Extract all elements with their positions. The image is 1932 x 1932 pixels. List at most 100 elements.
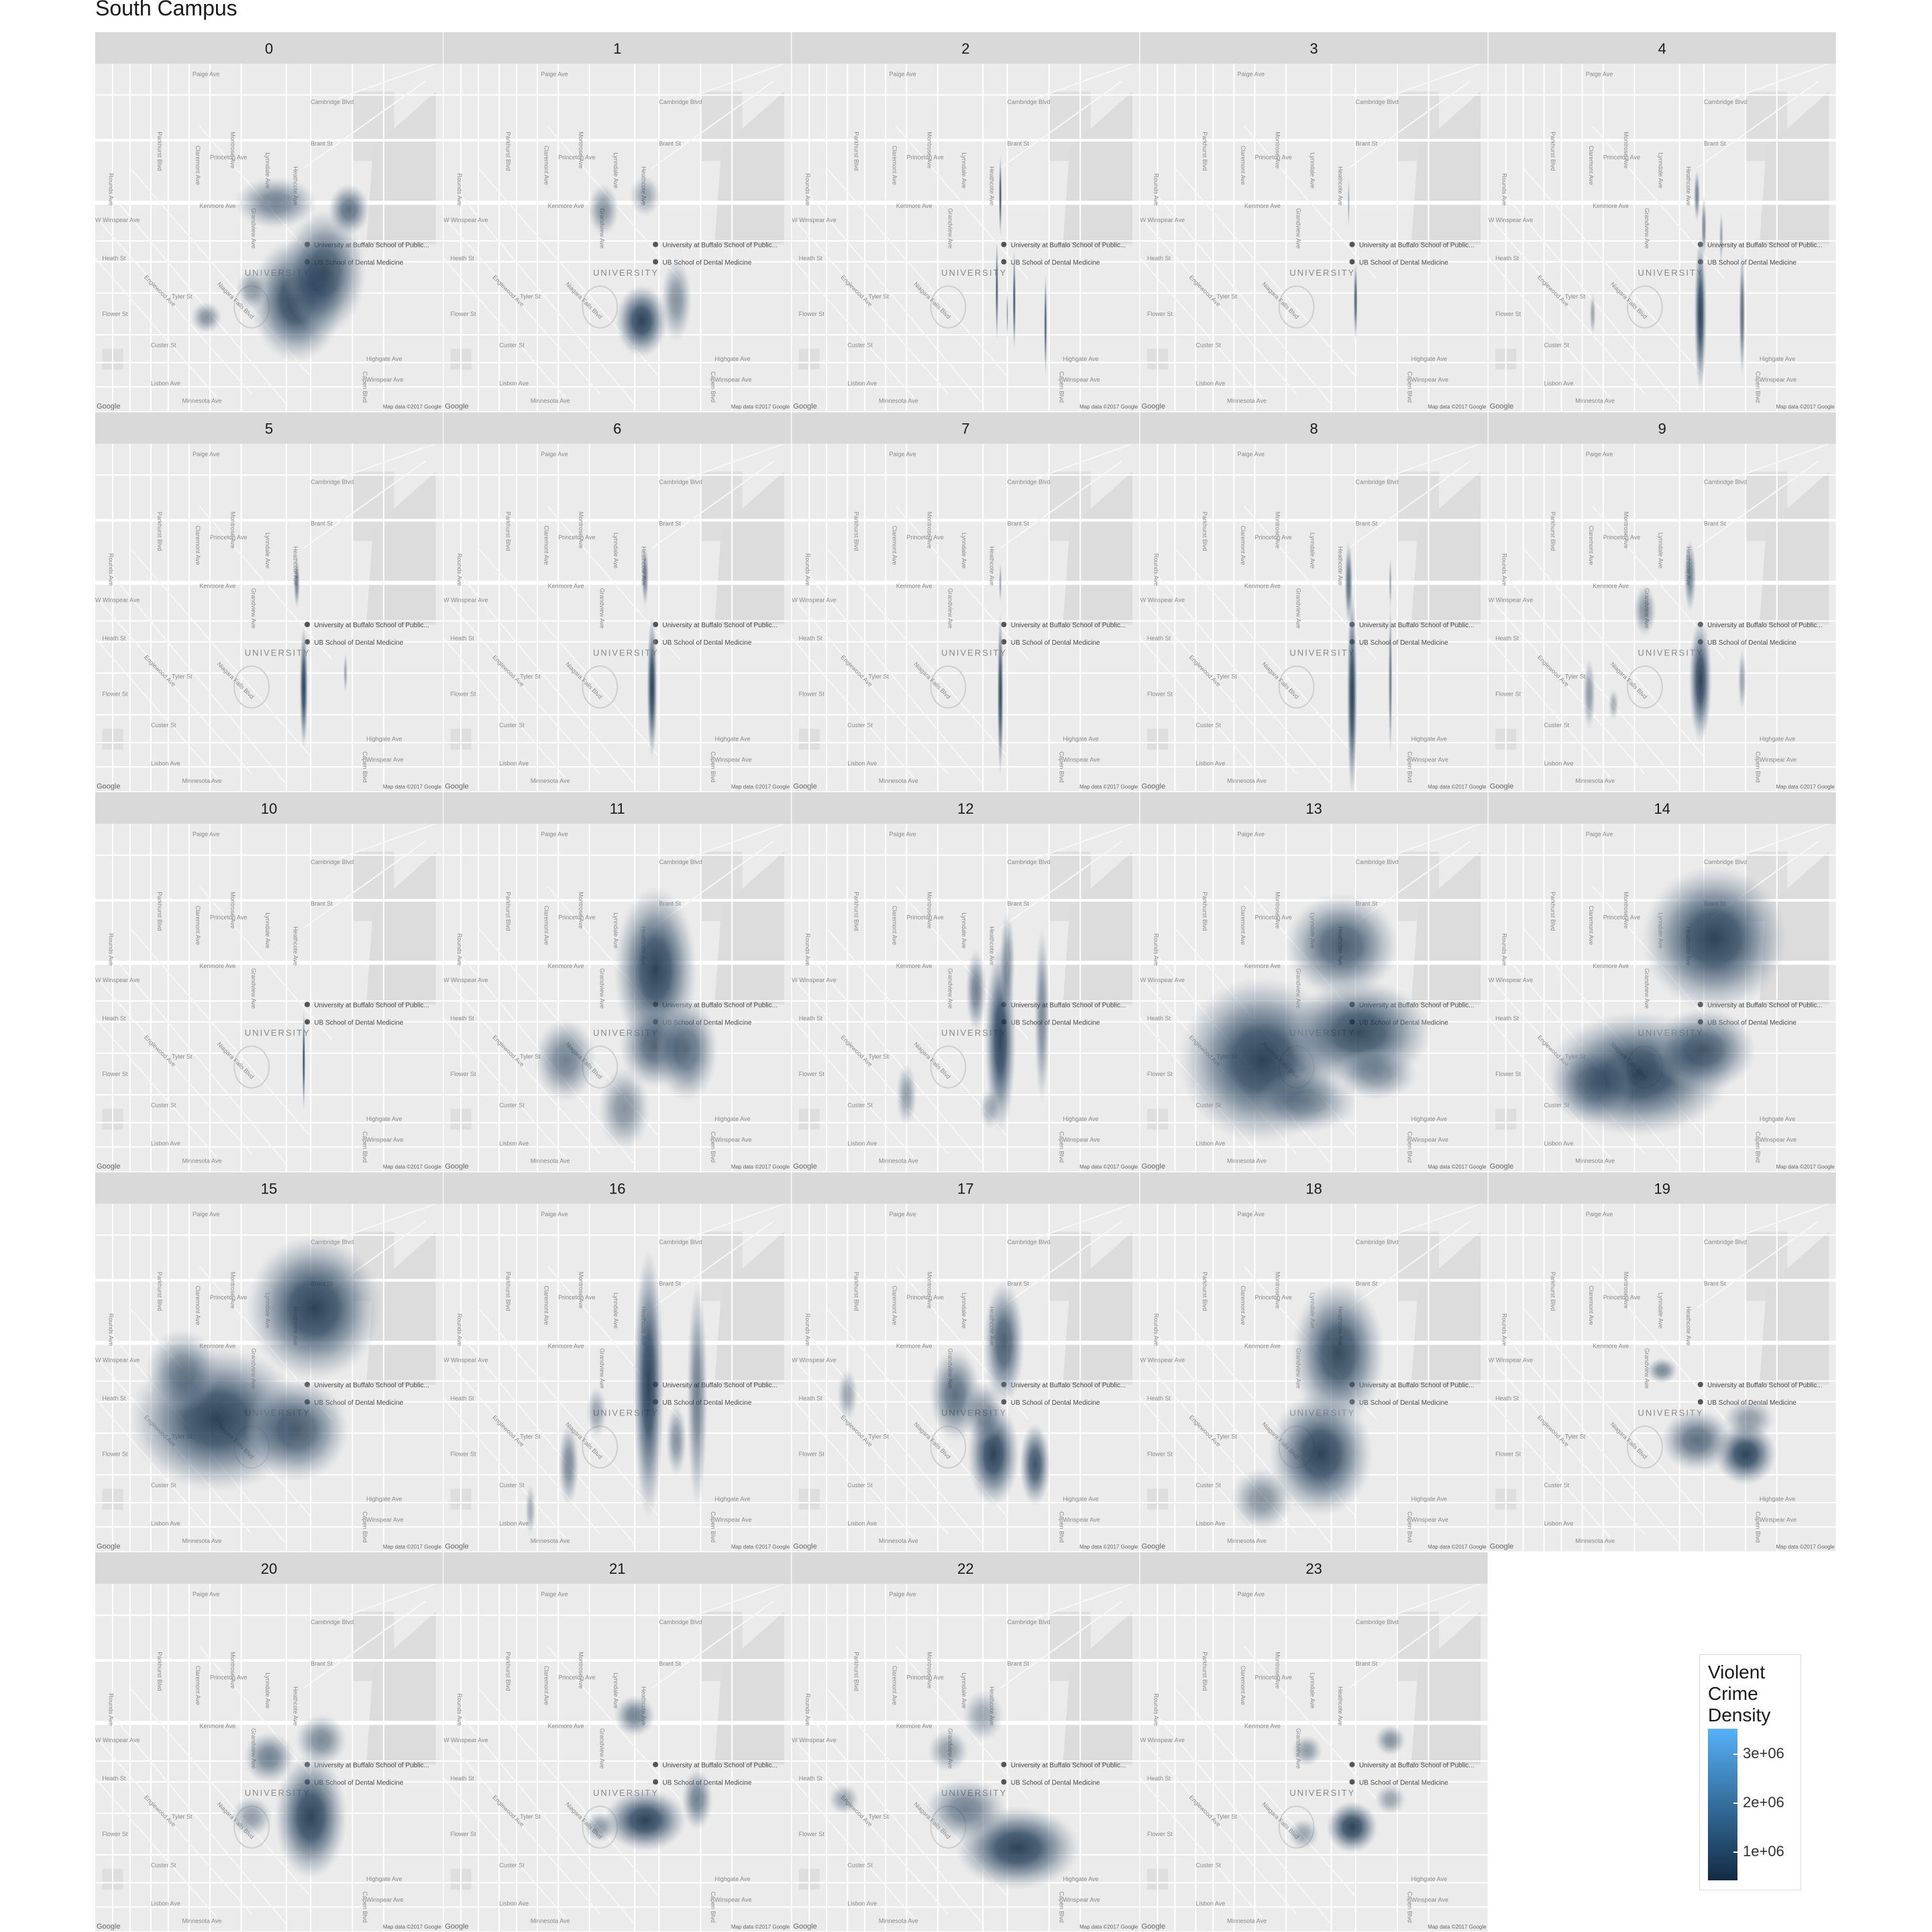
- legend-title-line: Violent: [1708, 1662, 1766, 1682]
- map-poi-label: UB School of Dental Medicine: [1707, 259, 1796, 266]
- density-contour: [235, 268, 268, 311]
- density-contour: [244, 1377, 350, 1482]
- map-poi-label: UB School of Dental Medicine: [314, 1399, 403, 1407]
- map-street: [1157, 1715, 1332, 1925]
- map-street-label: Grandview Ave: [598, 968, 605, 1008]
- map-poi-label: UB School of Dental Medicine: [1359, 259, 1448, 266]
- density-contour: [962, 1689, 1004, 1742]
- map-street-label: Cambridge Blvd: [659, 478, 702, 485]
- map-street: [896, 1646, 1029, 1800]
- map-street-label: Tyler St: [520, 1433, 541, 1440]
- map-street-label: Highgate Ave: [366, 356, 402, 362]
- facet-panel-7: 7 Paige Ave Cambridge Blvd Brant St Princeto…: [792, 412, 1140, 792]
- map-street-label: Kenmore Ave: [199, 203, 235, 209]
- density-contour: [682, 1768, 713, 1831]
- map-attribution-logo: Google: [793, 783, 816, 791]
- map-street-label: Custer St: [151, 341, 176, 348]
- map-poi-label: University at Buffalo School of Public..…: [663, 1002, 778, 1009]
- map-street-label: Paige Ave: [193, 1211, 219, 1218]
- facet-label: 2: [961, 40, 969, 57]
- legend-title: Violent Crime Density: [1708, 1662, 1795, 1726]
- map-street: [112, 955, 287, 1165]
- map-street-label: Montrose Ave: [1623, 892, 1629, 928]
- map-street-label: Rounds Ave: [108, 553, 115, 586]
- map-street-label: Rounds Ave: [108, 173, 115, 205]
- map-street-label: Rounds Ave: [1152, 1693, 1159, 1725]
- map-street: [443, 216, 601, 394]
- density-contour: [282, 209, 367, 335]
- map-street-label: Lynndale Ave: [1309, 533, 1316, 569]
- density-contour: [1291, 1735, 1323, 1766]
- map-street-label: Parkhurst Blvd: [504, 1272, 511, 1311]
- map-attribution-logo: Google: [445, 402, 468, 411]
- map-street: [1488, 1397, 1611, 1538]
- facet-panel-4: 4 Paige Ave Cambridge Blvd Brant St Princeto…: [1488, 32, 1836, 411]
- map-street-label: Paige Ave: [889, 1591, 916, 1597]
- map-street-label: Minnesota Ave: [182, 1917, 222, 1924]
- map-street-label: Claremont Ave: [543, 1285, 549, 1325]
- map-street-label: Cambridge Blvd: [1008, 859, 1051, 865]
- map-poi-label: University at Buffalo School of Public..…: [663, 622, 778, 629]
- map-street-label: Lynndale Ave: [1309, 1672, 1316, 1709]
- map-street: [1348, 1220, 1471, 1309]
- map-street-label: Lisbon Ave: [151, 380, 180, 386]
- map-poi-label: UB School of Dental Medicine: [314, 1019, 403, 1026]
- map-street-label: Parkhurst Blvd: [504, 131, 511, 171]
- map-street: [792, 1397, 914, 1538]
- facet-label: 15: [261, 1181, 277, 1197]
- map-poi-marker: [653, 259, 659, 265]
- density-contour: [995, 237, 999, 342]
- map-street-label: Capen Blvd: [1406, 1892, 1413, 1923]
- facet-strip: [792, 1552, 1140, 1584]
- map-street-label: Paige Ave: [541, 70, 568, 77]
- map-street-label: Princeton Ave: [1603, 154, 1640, 161]
- map-street-label: Claremont Ave: [1588, 146, 1595, 185]
- map-street: [95, 258, 218, 398]
- facet-label: 11: [610, 800, 625, 817]
- map-street-label: Heathcote Ave: [292, 926, 299, 965]
- map-street-label: Princeton Ave: [210, 914, 247, 921]
- map-street-label: Princeton Ave: [1603, 1294, 1640, 1301]
- map-street-label: Minnesota Ave: [531, 397, 570, 404]
- map-street-label: Winspear Ave: [1063, 1517, 1099, 1523]
- density-contour: [979, 1087, 1001, 1130]
- map-street-label: Flower St: [451, 311, 477, 317]
- map-street: [1034, 1584, 1133, 1619]
- map-street: [686, 1203, 785, 1240]
- density-contour: [234, 176, 318, 229]
- map-street-label: Brant St: [1008, 140, 1030, 147]
- map-street: [1522, 547, 1705, 757]
- map-poi-marker: [304, 621, 310, 627]
- facet-panel-6: 6 Paige Ave Cambridge Blvd Brant St Princeto…: [443, 412, 792, 792]
- density-contour: [1688, 617, 1712, 743]
- facet-panel-1: 1 Paige Ave Cambridge Blvd Brant St Princeto…: [443, 32, 792, 411]
- facet-strip: [1140, 32, 1488, 64]
- map-area-label: UNIVERSITY: [941, 647, 1007, 657]
- map-street-label: Tyler St: [172, 293, 193, 300]
- map-street-label: Tyler St: [520, 1813, 541, 1820]
- density-contour: [1589, 292, 1596, 335]
- map-street-label: Kenmore Ave: [548, 203, 584, 209]
- map-street-label: Winspear Ave: [1411, 1896, 1448, 1903]
- density-contour: [1641, 865, 1788, 1012]
- map-street-label: W Winspear Ave: [1140, 596, 1185, 603]
- map-street: [443, 1356, 601, 1535]
- map-attribution-logo: Google: [1142, 402, 1165, 411]
- map-street: [1731, 64, 1829, 99]
- facet-strip: [1140, 1172, 1488, 1204]
- map-street-label: W Winspear Ave: [1140, 977, 1185, 983]
- map-street: [1383, 1584, 1481, 1619]
- map-street-label: Minnesota Ave: [531, 1157, 570, 1164]
- map-street-label: Paige Ave: [193, 70, 219, 77]
- map-poi-marker: [1349, 259, 1355, 265]
- map-street-label: Parkhurst Blvd: [1550, 131, 1556, 171]
- map-street-label: Tyler St: [1565, 673, 1586, 680]
- map-street-label: Capen Blvd: [362, 1511, 368, 1543]
- map-poi-label: UB School of Dental Medicine: [663, 259, 752, 266]
- map-street-label: Princeton Ave: [906, 154, 943, 161]
- map-street-label: Custer St: [1195, 1862, 1221, 1868]
